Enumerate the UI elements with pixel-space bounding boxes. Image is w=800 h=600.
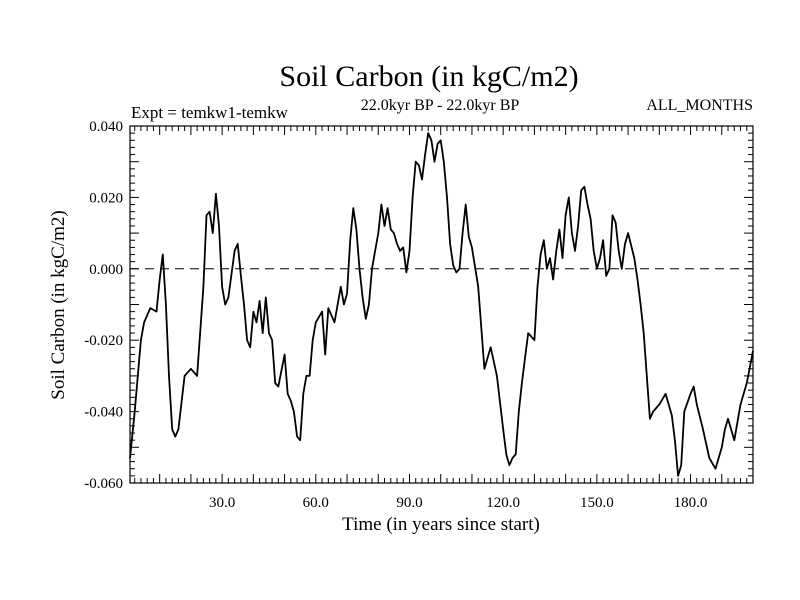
x-tick-label: 150.0 <box>580 495 614 511</box>
plot-frame <box>129 125 754 484</box>
x-tick-label: 30.0 <box>209 495 235 511</box>
x-tick-label: 90.0 <box>396 495 422 511</box>
period-label: 22.0kyr BP - 22.0kyr BP <box>361 97 520 114</box>
axis-tick-labels: 30.0 60.0 90.0 120.0 150.0 180.0 -0.060 -0.040 -… <box>84 119 707 511</box>
y-tick-label: 0.040 <box>89 119 123 135</box>
y-tick-label: 0.020 <box>89 190 123 206</box>
y-tick-label: -0.060 <box>84 476 123 492</box>
chart-title: Soil Carbon (in kgC/m2) <box>279 60 578 93</box>
months-label: ALL_MONTHS <box>646 97 753 114</box>
x-axis-label: Time (in years since start) <box>342 514 540 535</box>
y-tick-label: -0.020 <box>84 333 123 349</box>
x-tick-label: 180.0 <box>674 495 708 511</box>
y-tick-label: -0.040 <box>84 405 123 421</box>
y-tick-label: 0.000 <box>89 262 123 278</box>
experiment-label: Expt = temkw1-temkw <box>131 103 289 122</box>
series-line <box>129 132 754 477</box>
x-tick-label: 60.0 <box>303 495 329 511</box>
axis-ticks <box>130 125 754 484</box>
y-axis-label: Soil Carbon (in kgC/m2) <box>48 210 69 399</box>
x-tick-label: 120.0 <box>486 495 520 511</box>
